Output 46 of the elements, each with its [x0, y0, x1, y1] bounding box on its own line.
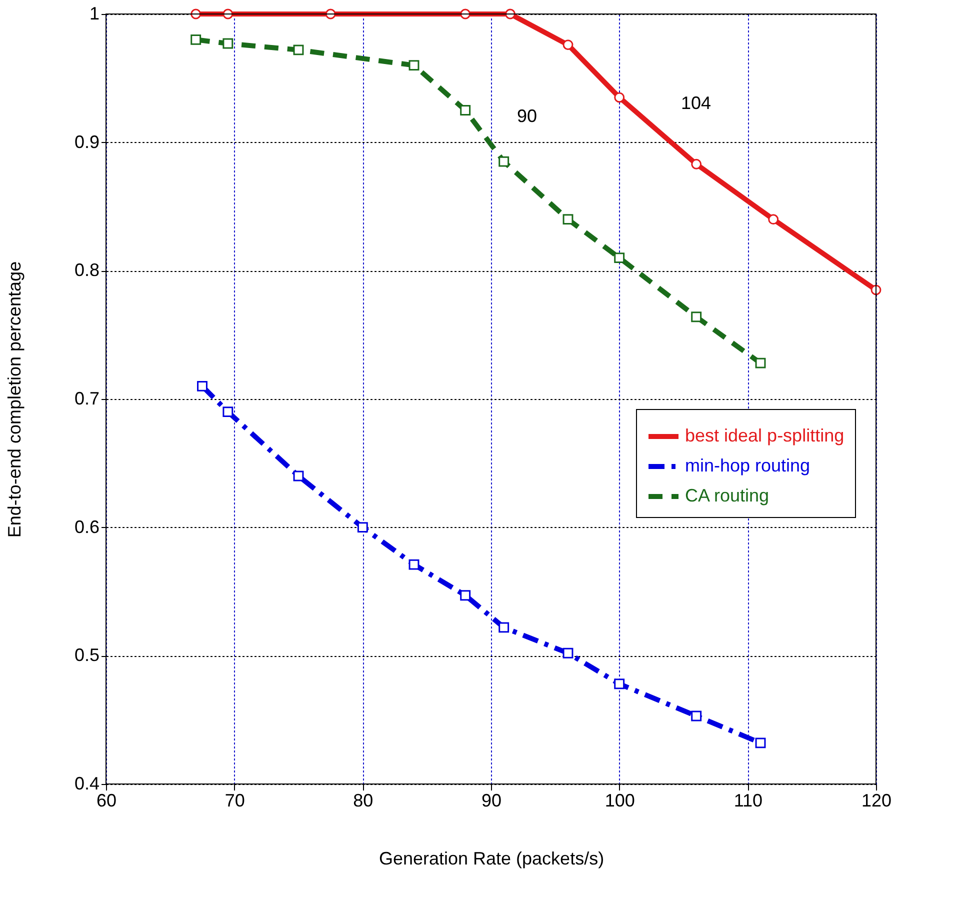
x-tick-label: 80 — [353, 790, 374, 810]
point — [562, 214, 574, 225]
point — [498, 156, 510, 167]
point — [768, 214, 779, 225]
x-tick-label: 120 — [861, 790, 892, 810]
x-tick-label: 70 — [224, 790, 245, 810]
y-tick-label: 0.6 — [74, 516, 100, 537]
point — [197, 380, 208, 392]
point — [222, 38, 234, 49]
y-tick-label: 0.5 — [74, 645, 100, 666]
point — [460, 590, 471, 601]
x-tick-label: 100 — [604, 790, 635, 810]
point — [691, 158, 702, 170]
point — [691, 312, 702, 322]
y-tick-label: 0.8 — [74, 260, 100, 280]
point — [498, 622, 510, 633]
y-axis-title: End-to-end completion percentage — [4, 261, 24, 538]
x-axis-title: Generation Rate (packets/s) — [378, 848, 604, 868]
y-tick-label: 0.9 — [74, 132, 100, 152]
point — [614, 252, 625, 264]
point — [357, 522, 368, 533]
legend-label: min-hop routing — [685, 456, 810, 476]
x-tick-label: 110 — [734, 790, 763, 810]
annotation: 90 — [516, 106, 538, 126]
y-tick-label: 0.4 — [74, 774, 100, 794]
point — [755, 358, 766, 368]
point — [293, 44, 304, 56]
point — [293, 470, 304, 482]
y-tick-label: 0.7 — [74, 388, 100, 408]
point — [691, 710, 702, 722]
point — [408, 559, 420, 570]
point — [408, 60, 420, 71]
x-tick-label: 60 — [96, 790, 117, 810]
point — [614, 92, 625, 103]
point — [460, 105, 471, 116]
legend-label: CA routing — [685, 486, 770, 506]
x-tick-label: 90 — [481, 790, 502, 810]
legend-label: best ideal p-splitting — [685, 426, 844, 446]
point — [755, 738, 766, 748]
point — [562, 648, 574, 658]
point — [222, 406, 234, 418]
point — [562, 40, 574, 50]
point — [190, 34, 202, 45]
point — [614, 678, 625, 690]
y-tick-label: 1 — [89, 4, 100, 24]
annotation: 104 — [680, 93, 712, 113]
